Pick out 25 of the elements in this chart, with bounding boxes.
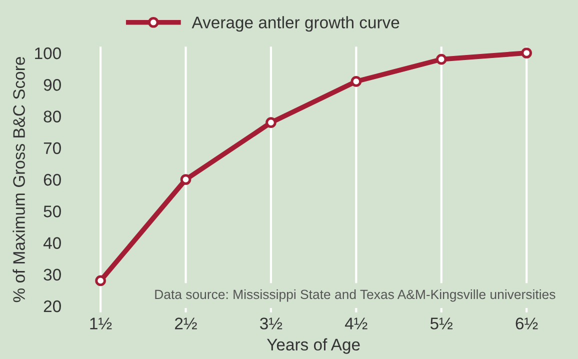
y-tick-label: 60 — [44, 174, 61, 186]
y-tick-label: 100 — [35, 47, 61, 60]
y-tick-label: 70 — [44, 142, 61, 154]
x-tick-label: 2½ — [175, 318, 197, 330]
y-tick-label: 80 — [44, 110, 61, 122]
legend-label: Average antler growth curve — [192, 16, 400, 32]
x-tick-label: 1½ — [90, 318, 112, 330]
x-tick-label: 4½ — [344, 318, 368, 330]
point — [350, 76, 362, 87]
annotation: Data source: Mississippi State and Texas A&M-Kingsville universities — [155, 289, 556, 302]
point — [521, 48, 532, 58]
y-tick-label: 30 — [44, 268, 61, 281]
x-tick-label: 5½ — [430, 318, 453, 330]
point — [95, 275, 106, 286]
y-tick-label: 40 — [43, 237, 61, 249]
point — [266, 117, 276, 128]
y-tick-label: 20 — [44, 300, 61, 312]
x-tick-label: 3½ — [260, 318, 282, 330]
point — [436, 54, 447, 65]
y-tick-label: 90 — [44, 79, 61, 91]
x-tick-label: 6½ — [516, 318, 538, 330]
y-axis-title: % of Maximum Gross B&C Score — [12, 57, 25, 302]
x-axis-title: Years of Age — [266, 338, 360, 354]
y-tick-label: 50 — [44, 206, 61, 218]
point — [180, 174, 192, 185]
